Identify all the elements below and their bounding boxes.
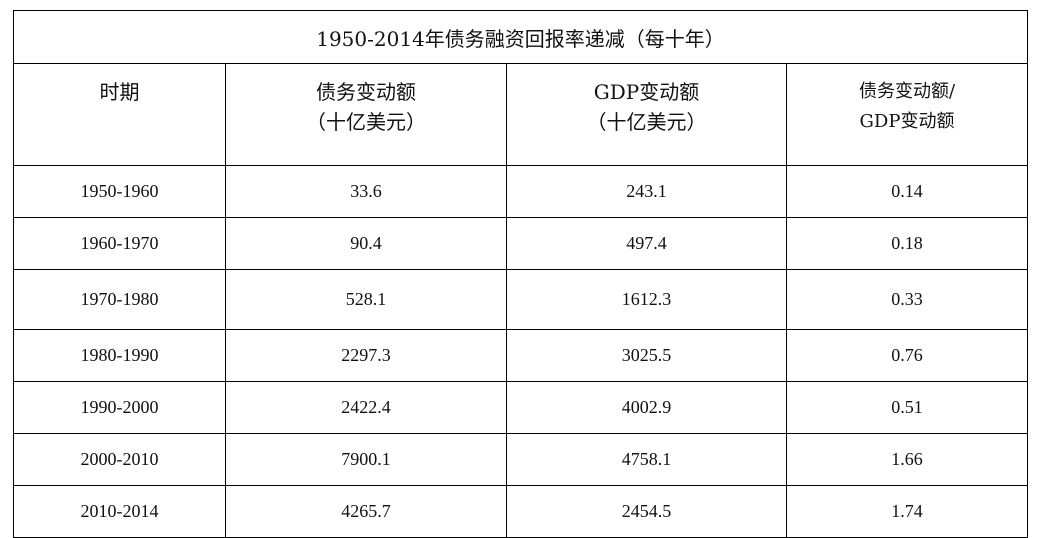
cell-debt: 4265.7 bbox=[225, 485, 507, 538]
cell-period: 1950-1960 bbox=[13, 165, 226, 218]
header-period: 时期 bbox=[13, 63, 226, 166]
cell-ratio: 1.66 bbox=[786, 433, 1028, 486]
cell-debt: 2297.3 bbox=[225, 329, 507, 382]
table-title-row: 1950-2014年债务融资回报率递减（每十年） bbox=[13, 10, 1028, 64]
header-ratio: 债务变动额/ GDP变动额 bbox=[786, 63, 1028, 166]
cell-debt: 33.6 bbox=[225, 165, 507, 218]
table-row: 1970-1980 528.1 1612.3 0.33 bbox=[13, 269, 1028, 330]
cell-debt: 2422.4 bbox=[225, 381, 507, 434]
cell-period: 2010-2014 bbox=[13, 485, 226, 538]
table-row: 2000-2010 7900.1 4758.1 1.66 bbox=[13, 433, 1028, 486]
cell-ratio: 0.76 bbox=[786, 329, 1028, 382]
cell-debt: 528.1 bbox=[225, 269, 507, 330]
cell-gdp: 3025.5 bbox=[506, 329, 787, 382]
table-row: 1990-2000 2422.4 4002.9 0.51 bbox=[13, 381, 1028, 434]
header-debt-label: 债务变动额 bbox=[316, 80, 416, 104]
header-period-label: 时期 bbox=[99, 80, 140, 104]
cell-gdp: 4758.1 bbox=[506, 433, 787, 486]
header-row: 时期 债务变动额 （十亿美元） GDP变动额 （十亿美元） 债务变动额/ GDP… bbox=[13, 63, 1028, 166]
cell-gdp: 1612.3 bbox=[506, 269, 787, 330]
table-title: 1950-2014年债务融资回报率递减（每十年） bbox=[13, 10, 1028, 64]
header-gdp-unit: （十亿美元） bbox=[586, 110, 707, 134]
cell-debt: 90.4 bbox=[225, 217, 507, 270]
cell-ratio: 0.18 bbox=[786, 217, 1028, 270]
cell-ratio: 0.33 bbox=[786, 269, 1028, 330]
table-row: 2010-2014 4265.7 2454.5 1.74 bbox=[13, 485, 1028, 538]
debt-gdp-table: 1950-2014年债务融资回报率递减（每十年） 时期 债务变动额 （十亿美元）… bbox=[13, 10, 1028, 538]
header-ratio-line1: 债务变动额/ bbox=[858, 81, 956, 102]
header-debt-unit: （十亿美元） bbox=[306, 110, 426, 134]
header-ratio-line2: GDP变动额 bbox=[859, 111, 955, 132]
header-debt-change: 债务变动额 （十亿美元） bbox=[225, 63, 507, 166]
header-gdp-label: GDP变动额 bbox=[593, 80, 700, 104]
cell-period: 1960-1970 bbox=[13, 217, 226, 270]
cell-ratio: 0.14 bbox=[786, 165, 1028, 218]
cell-period: 1970-1980 bbox=[13, 269, 226, 330]
table-row: 1960-1970 90.4 497.4 0.18 bbox=[13, 217, 1028, 270]
cell-gdp: 4002.9 bbox=[506, 381, 787, 434]
cell-period: 1990-2000 bbox=[13, 381, 226, 434]
cell-period: 2000-2010 bbox=[13, 433, 226, 486]
cell-gdp: 497.4 bbox=[506, 217, 787, 270]
cell-gdp: 243.1 bbox=[506, 165, 787, 218]
table-row: 1980-1990 2297.3 3025.5 0.76 bbox=[13, 329, 1028, 382]
cell-gdp: 2454.5 bbox=[506, 485, 787, 538]
cell-debt: 7900.1 bbox=[225, 433, 507, 486]
header-gdp-change: GDP变动额 （十亿美元） bbox=[506, 63, 787, 166]
cell-ratio: 0.51 bbox=[786, 381, 1028, 434]
cell-period: 1980-1990 bbox=[13, 329, 226, 382]
table-row: 1950-1960 33.6 243.1 0.14 bbox=[13, 165, 1028, 218]
cell-ratio: 1.74 bbox=[786, 485, 1028, 538]
